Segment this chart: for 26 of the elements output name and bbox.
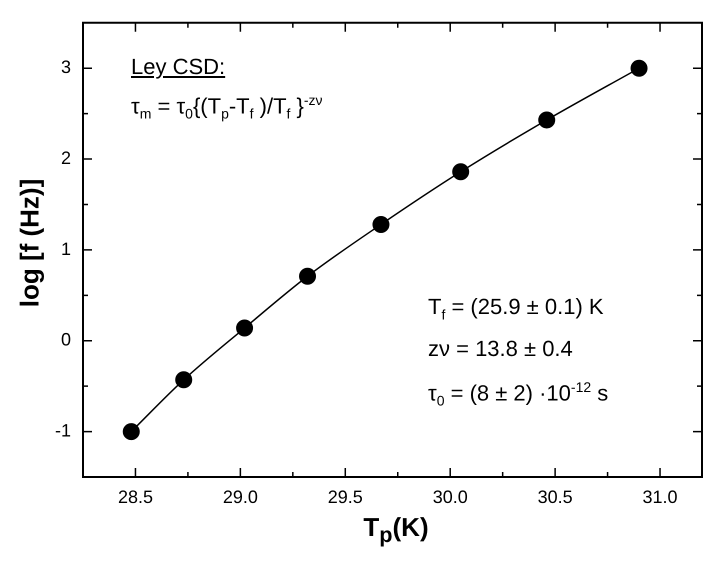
point: [372, 216, 390, 233]
annotation: Ley CSD:: [131, 54, 226, 79]
text: τ$_{m}$ = τ$_{0}${(T$_{p}$-T$_{f}$ )/T$_{f}$ }$^{-zν}$: [131, 92, 323, 122]
y-tick-label: 2: [60, 148, 71, 168]
y-tick-label: -1: [54, 420, 71, 441]
x-tick-label: 30.5: [538, 486, 573, 507]
x-tick-label: 31.0: [642, 486, 678, 507]
x-axis-title: T$_{p}$(K): [363, 512, 429, 548]
point: [452, 163, 470, 180]
point: [630, 60, 648, 77]
point: [236, 320, 254, 337]
y-tick-label: 3: [60, 57, 71, 78]
point: [299, 268, 316, 285]
x-tick-label: 29.0: [222, 486, 258, 507]
y-tick-label: 1: [60, 238, 71, 259]
annotation: zν = 13.8 ± 0.4: [428, 336, 573, 361]
y-tick-label: 0: [60, 330, 71, 350]
point: [122, 423, 140, 440]
point: [538, 112, 556, 128]
annotation: T$_{f}$ = (25.9 ± 0.1) K: [428, 294, 604, 322]
x-tick-label: 30.0: [432, 486, 468, 507]
x-tick-label: 28.5: [118, 486, 153, 507]
point: [175, 371, 192, 388]
x-tick-label: 29.5: [328, 486, 363, 507]
y-axis-title: log [f (Hz)]: [14, 178, 46, 308]
annotation: τ$_{0}$ = (8 ± 2) ·10$^{-12}$ s: [428, 379, 608, 409]
